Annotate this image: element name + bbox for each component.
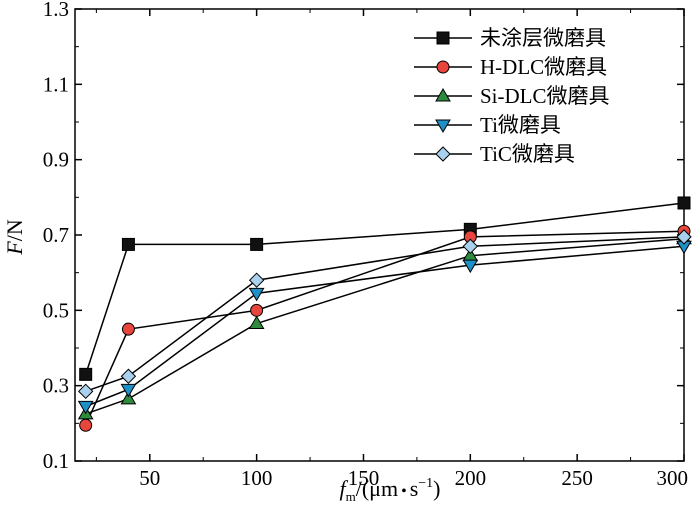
data-point	[120, 390, 137, 405]
axes: 0.1 0.3 0.5 0.7 0.9 1.1 1.3 50 100 150 200 250 300	[43, 0, 688, 490]
x-tick-label: 50	[139, 466, 160, 490]
series-line	[85, 238, 685, 415]
x-axis-label: fm/(μm • s−1)	[339, 476, 440, 504]
series-line	[85, 245, 685, 408]
data-point	[248, 315, 265, 330]
x-tick-label: 250	[561, 466, 593, 490]
legend-entry: Ti微磨具	[414, 113, 561, 137]
legend-label: Si-DLC微磨具	[480, 84, 610, 108]
data-point	[121, 237, 135, 251]
data-point	[77, 400, 94, 415]
y-tick-label: 0.1	[43, 449, 69, 473]
data-point	[462, 259, 479, 274]
series-1	[79, 224, 691, 432]
data-point	[120, 368, 137, 384]
x-tick-label: 100	[241, 466, 273, 490]
data-point	[77, 383, 94, 400]
data-point	[121, 322, 135, 336]
series-line	[85, 236, 685, 393]
series-line	[84, 202, 685, 375]
data-point	[250, 303, 264, 317]
x-tick-label: 150	[348, 466, 380, 490]
legend-label: Ti微磨具	[480, 113, 561, 137]
data-point	[248, 287, 265, 302]
series-3	[77, 240, 692, 415]
series-2	[77, 230, 692, 420]
legend-entry: TiC微磨具	[414, 142, 575, 166]
legend-entry: 未涂层微磨具	[414, 26, 606, 50]
legend-marker	[435, 119, 451, 133]
legend-entry: H-DLC微磨具	[414, 55, 607, 79]
legend-entry: Si-DLC微磨具	[414, 84, 610, 108]
y-tick-label: 1.3	[43, 0, 69, 21]
legend-marker	[436, 31, 450, 45]
data-point	[120, 383, 137, 398]
data-point	[677, 196, 691, 210]
data-point	[248, 272, 265, 288]
data-point	[676, 229, 692, 245]
legend: 未涂层微磨具 H-DLC微磨具 Si-DLC微磨具 Ti微磨具 TiC微磨具	[414, 26, 610, 166]
y-tick-label: 0.3	[43, 374, 69, 398]
legend-marker	[435, 88, 451, 102]
x-tick-label: 200	[455, 466, 487, 490]
legend-label: 未涂层微磨具	[480, 26, 606, 50]
legend-marker	[435, 146, 451, 162]
y-tick-label: 1.1	[43, 72, 69, 96]
legend-label: TiC微磨具	[480, 142, 575, 166]
y-axis-label: F/N	[2, 219, 27, 256]
legend-marker	[436, 60, 450, 74]
y-tick-label: 0.7	[43, 223, 69, 247]
legend-label: H-DLC微磨具	[480, 55, 607, 79]
y-tick-label: 0.5	[43, 298, 69, 322]
data-point	[79, 367, 93, 381]
series-0	[79, 196, 691, 381]
data-point	[79, 418, 93, 432]
series-layer	[77, 196, 692, 432]
x-tick-label: 300	[657, 466, 689, 490]
data-point	[250, 237, 264, 251]
y-tick-label: 0.9	[43, 148, 69, 172]
series-4	[77, 229, 692, 400]
data-point	[462, 238, 479, 255]
